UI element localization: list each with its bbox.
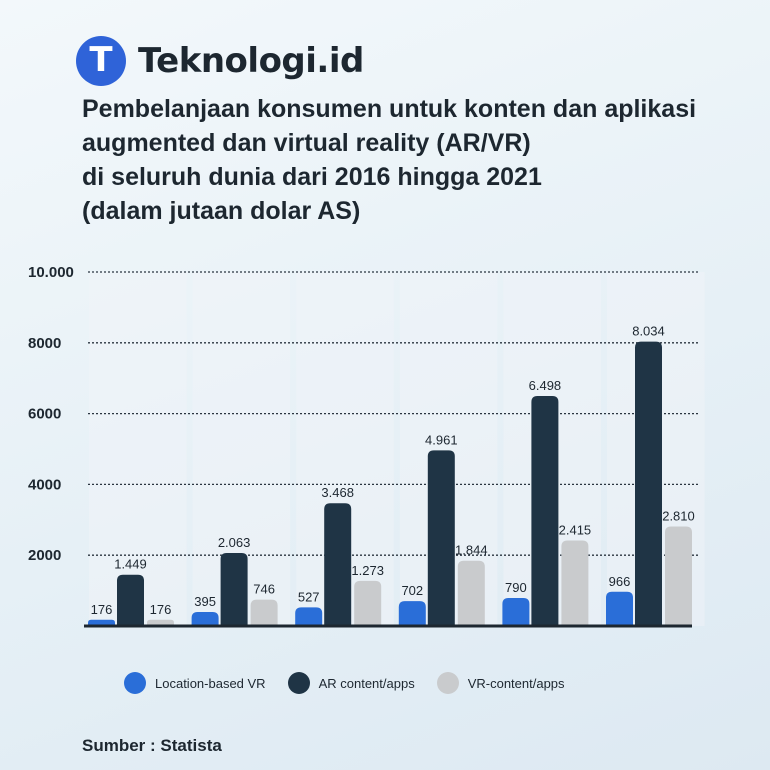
logo-letter: T	[89, 40, 113, 80]
data-label-location-based-vr-2021: 966	[609, 574, 631, 589]
data-label-location-based-vr-2020: 790	[505, 580, 527, 595]
bar-ar-content-apps-2021	[635, 341, 662, 626]
legend-item-ar-content: AR content/apps	[287, 672, 415, 694]
bar-location-based-vr-2020	[502, 598, 530, 626]
data-label-vr-content-apps-2019: 1.844	[455, 543, 488, 558]
data-label-location-based-vr-2018: 527	[298, 589, 320, 604]
legend-label-location-based-vr: Location-based VR	[155, 675, 266, 691]
title-line-4: (dalam jutaan dolar AS)	[82, 197, 361, 225]
bar-ar-content-apps-2017	[220, 552, 248, 626]
bar-ar-content-apps-2016	[117, 574, 144, 626]
data-label-ar-content-apps-2017: 2.063	[218, 535, 251, 550]
bar-location-based-vr-2018	[295, 607, 323, 626]
data-label-vr-content-apps-2018: 1.273	[351, 563, 384, 578]
chart-title: Pembelanjaan konsumen untuk konten dan a…	[82, 92, 762, 228]
y-tick-label-6000: 6000	[28, 406, 61, 423]
legend-swatch-vr-content	[436, 672, 459, 694]
data-label-vr-content-apps-2016: 176	[150, 602, 172, 617]
bar-vr-content-apps-2019	[457, 560, 485, 626]
bar-chart: 2000 4000 6000 8000 10.000 176 395 527 702 790 966…	[28, 264, 698, 628]
data-label-ar-content-apps-2021: 8.034	[632, 324, 665, 339]
legend-label-vr-content: VR-content/apps	[467, 675, 565, 691]
y-tick-label-2000: 2000	[28, 547, 61, 564]
bar-ar-content-apps-2020	[531, 395, 559, 626]
brand-name: Teknologi.id	[138, 41, 364, 81]
legend-swatch-ar-content	[287, 672, 310, 694]
title-line-1: Pembelanjaan konsumen untuk konten dan a…	[82, 95, 697, 123]
category-band-2016	[89, 272, 187, 626]
brand: T Teknologi.id	[76, 36, 364, 86]
data-label-ar-content-apps-2019: 4.961	[425, 432, 458, 447]
legend-item-vr-content: VR-content/apps	[436, 672, 565, 694]
y-tick-label-8000: 8000	[28, 335, 61, 352]
bar-location-based-vr-2016	[88, 619, 115, 626]
data-label-ar-content-apps-2016: 1.449	[114, 557, 147, 572]
data-label-vr-content-apps-2020: 2.415	[559, 523, 592, 538]
data-label-vr-content-apps-2021: 2.810	[662, 509, 695, 524]
bar-location-based-vr-2017	[191, 612, 219, 626]
logo-icon: T	[76, 36, 126, 86]
title-line-2: augmented dan virtual reality (AR/VR)	[82, 129, 531, 157]
data-label-vr-content-apps-2017: 746	[253, 582, 275, 597]
y-tick-label-4000: 4000	[28, 476, 61, 493]
bar-vr-content-apps-2021	[665, 526, 692, 626]
legend-swatch-location-based-vr	[124, 672, 146, 694]
bar-location-based-vr-2019	[398, 601, 426, 626]
bar-vr-content-apps-2017	[250, 599, 278, 626]
legend-label-ar-content: AR content/apps	[318, 675, 415, 691]
bar-vr-content-apps-2020	[561, 540, 589, 626]
data-label-ar-content-apps-2018: 3.468	[321, 485, 354, 500]
source-note: Sumber : Statista	[82, 736, 222, 755]
data-label-location-based-vr-2017: 395	[194, 594, 216, 609]
chart-legend: Location-based VR AR content/apps VR-con…	[124, 672, 587, 694]
data-label-location-based-vr-2019: 702	[401, 583, 423, 598]
bar-vr-content-apps-2018	[354, 580, 382, 626]
bar-ar-content-apps-2019	[427, 450, 455, 626]
bar-location-based-vr-2021	[606, 591, 633, 626]
legend-item-location-based-vr: Location-based VR	[124, 672, 266, 694]
y-tick-label-10.000: 10.000	[28, 264, 74, 281]
bar-vr-content-apps-2016	[147, 619, 174, 626]
data-label-ar-content-apps-2020: 6.498	[529, 378, 562, 393]
data-label-location-based-vr-2016: 176	[91, 602, 113, 617]
bar-ar-content-apps-2018	[324, 503, 352, 626]
title-line-3: di seluruh dunia dari 2016 hingga 2021	[82, 163, 542, 191]
